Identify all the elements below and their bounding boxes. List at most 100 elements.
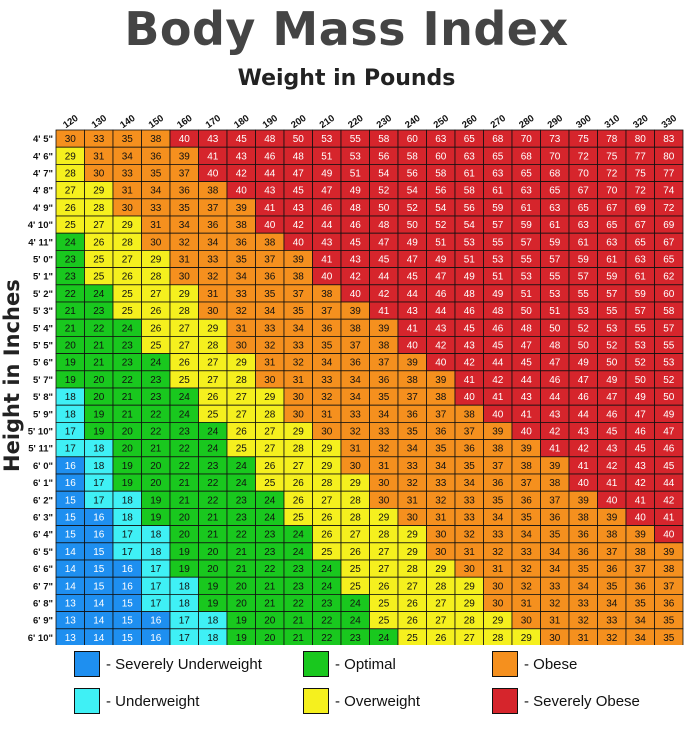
cell-value: 35 [435, 444, 447, 455]
cell-value: 30 [378, 495, 390, 506]
cell-value: 19 [179, 547, 191, 558]
y-tick-label: 6' 5" [33, 547, 53, 558]
cell-value: 46 [635, 427, 647, 438]
cell-value: 72 [606, 169, 618, 180]
cell-value: 47 [635, 409, 647, 420]
cell-value: 46 [321, 203, 333, 214]
cell-value: 18 [179, 599, 191, 610]
cell-value: 36 [321, 323, 333, 334]
cell-value: 29 [122, 220, 134, 231]
cell-value: 27 [207, 358, 219, 369]
cell-value: 34 [236, 272, 248, 283]
cell-value: 27 [435, 616, 447, 627]
cell-value: 35 [293, 306, 305, 317]
cell-value: 42 [635, 478, 647, 489]
cell-value: 34 [378, 409, 390, 420]
cell-value: 80 [635, 134, 647, 145]
cell-value: 16 [122, 581, 134, 592]
cell-value: 75 [606, 151, 618, 162]
cell-value: 31 [492, 564, 504, 575]
cell-value: 34 [350, 375, 362, 386]
cell-value: 56 [378, 151, 390, 162]
cell-value: 40 [492, 409, 504, 420]
cell-value: 40 [179, 134, 191, 145]
cell-value: 50 [663, 392, 675, 403]
y-tick-label: 4' 5" [33, 134, 53, 145]
cell-value: 40 [464, 392, 476, 403]
cell-value: 46 [549, 375, 561, 386]
cell-value: 32 [549, 599, 561, 610]
y-tick-label: 5' 9" [33, 409, 53, 420]
cell-value: 24 [179, 392, 191, 403]
cell-value: 32 [407, 478, 419, 489]
cell-value: 38 [407, 375, 419, 386]
cell-value: 41 [578, 461, 590, 472]
cell-value: 14 [93, 633, 105, 644]
cell-value: 34 [549, 547, 561, 558]
cell-value: 29 [65, 151, 77, 162]
cell-value: 49 [464, 272, 476, 283]
y-tick-label: 4' 10" [28, 220, 53, 231]
cell-value: 19 [93, 409, 105, 420]
cell-value: 25 [207, 409, 219, 420]
cell-value: 34 [464, 478, 476, 489]
cell-value: 78 [606, 134, 618, 145]
cell-value: 33 [578, 599, 590, 610]
cell-value: 32 [521, 581, 533, 592]
cell-value: 25 [236, 444, 248, 455]
cell-value: 43 [407, 306, 419, 317]
cell-value: 17 [93, 495, 105, 506]
cell-value: 67 [635, 220, 647, 231]
cell-value: 13 [65, 599, 77, 610]
y-tick-label: 5' 5" [33, 341, 53, 352]
cell-value: 54 [435, 203, 447, 214]
cell-value: 37 [179, 169, 191, 180]
cell-value: 47 [293, 169, 305, 180]
cell-value: 63 [635, 255, 647, 266]
cell-value: 47 [521, 341, 533, 352]
cell-value: 49 [492, 289, 504, 300]
cell-value: 18 [93, 461, 105, 472]
cell-value: 49 [606, 375, 618, 386]
cell-value: 26 [293, 478, 305, 489]
cell-value: 26 [350, 547, 362, 558]
cell-value: 59 [606, 272, 618, 283]
cell-value: 28 [464, 616, 476, 627]
cell-value: 61 [464, 169, 476, 180]
cell-value: 29 [150, 255, 162, 266]
cell-value: 32 [492, 547, 504, 558]
cell-value: 70 [521, 134, 533, 145]
cell-value: 36 [492, 478, 504, 489]
cell-value: 26 [264, 461, 276, 472]
cell-value: 63 [606, 237, 618, 248]
cell-value: 25 [122, 289, 134, 300]
cell-value: 59 [521, 220, 533, 231]
cell-value: 43 [321, 237, 333, 248]
x-tick-label: 270 [489, 113, 508, 131]
cell-value: 65 [578, 203, 590, 214]
cell-value: 36 [578, 547, 590, 558]
cell-value: 37 [606, 547, 618, 558]
cell-value: 40 [350, 289, 362, 300]
cell-value: 43 [521, 392, 533, 403]
x-tick-label: 140 [118, 113, 137, 131]
cell-value: 20 [93, 392, 105, 403]
cell-value: 19 [122, 461, 134, 472]
cell-value: 15 [65, 513, 77, 524]
cell-value: 49 [407, 237, 419, 248]
cell-value: 20 [93, 375, 105, 386]
cell-value: 33 [549, 581, 561, 592]
cell-value: 28 [207, 341, 219, 352]
cell-value: 45 [521, 358, 533, 369]
x-tick-label: 290 [546, 113, 565, 131]
cell-value: 33 [492, 530, 504, 541]
cell-value: 35 [378, 392, 390, 403]
cell-value: 51 [521, 289, 533, 300]
y-tick-label: 5' 7" [33, 375, 53, 386]
cell-value: 37 [464, 427, 476, 438]
cell-value: 16 [93, 513, 105, 524]
cell-value: 55 [578, 289, 590, 300]
cell-value: 18 [65, 392, 77, 403]
cell-value: 34 [578, 581, 590, 592]
cell-value: 68 [521, 151, 533, 162]
